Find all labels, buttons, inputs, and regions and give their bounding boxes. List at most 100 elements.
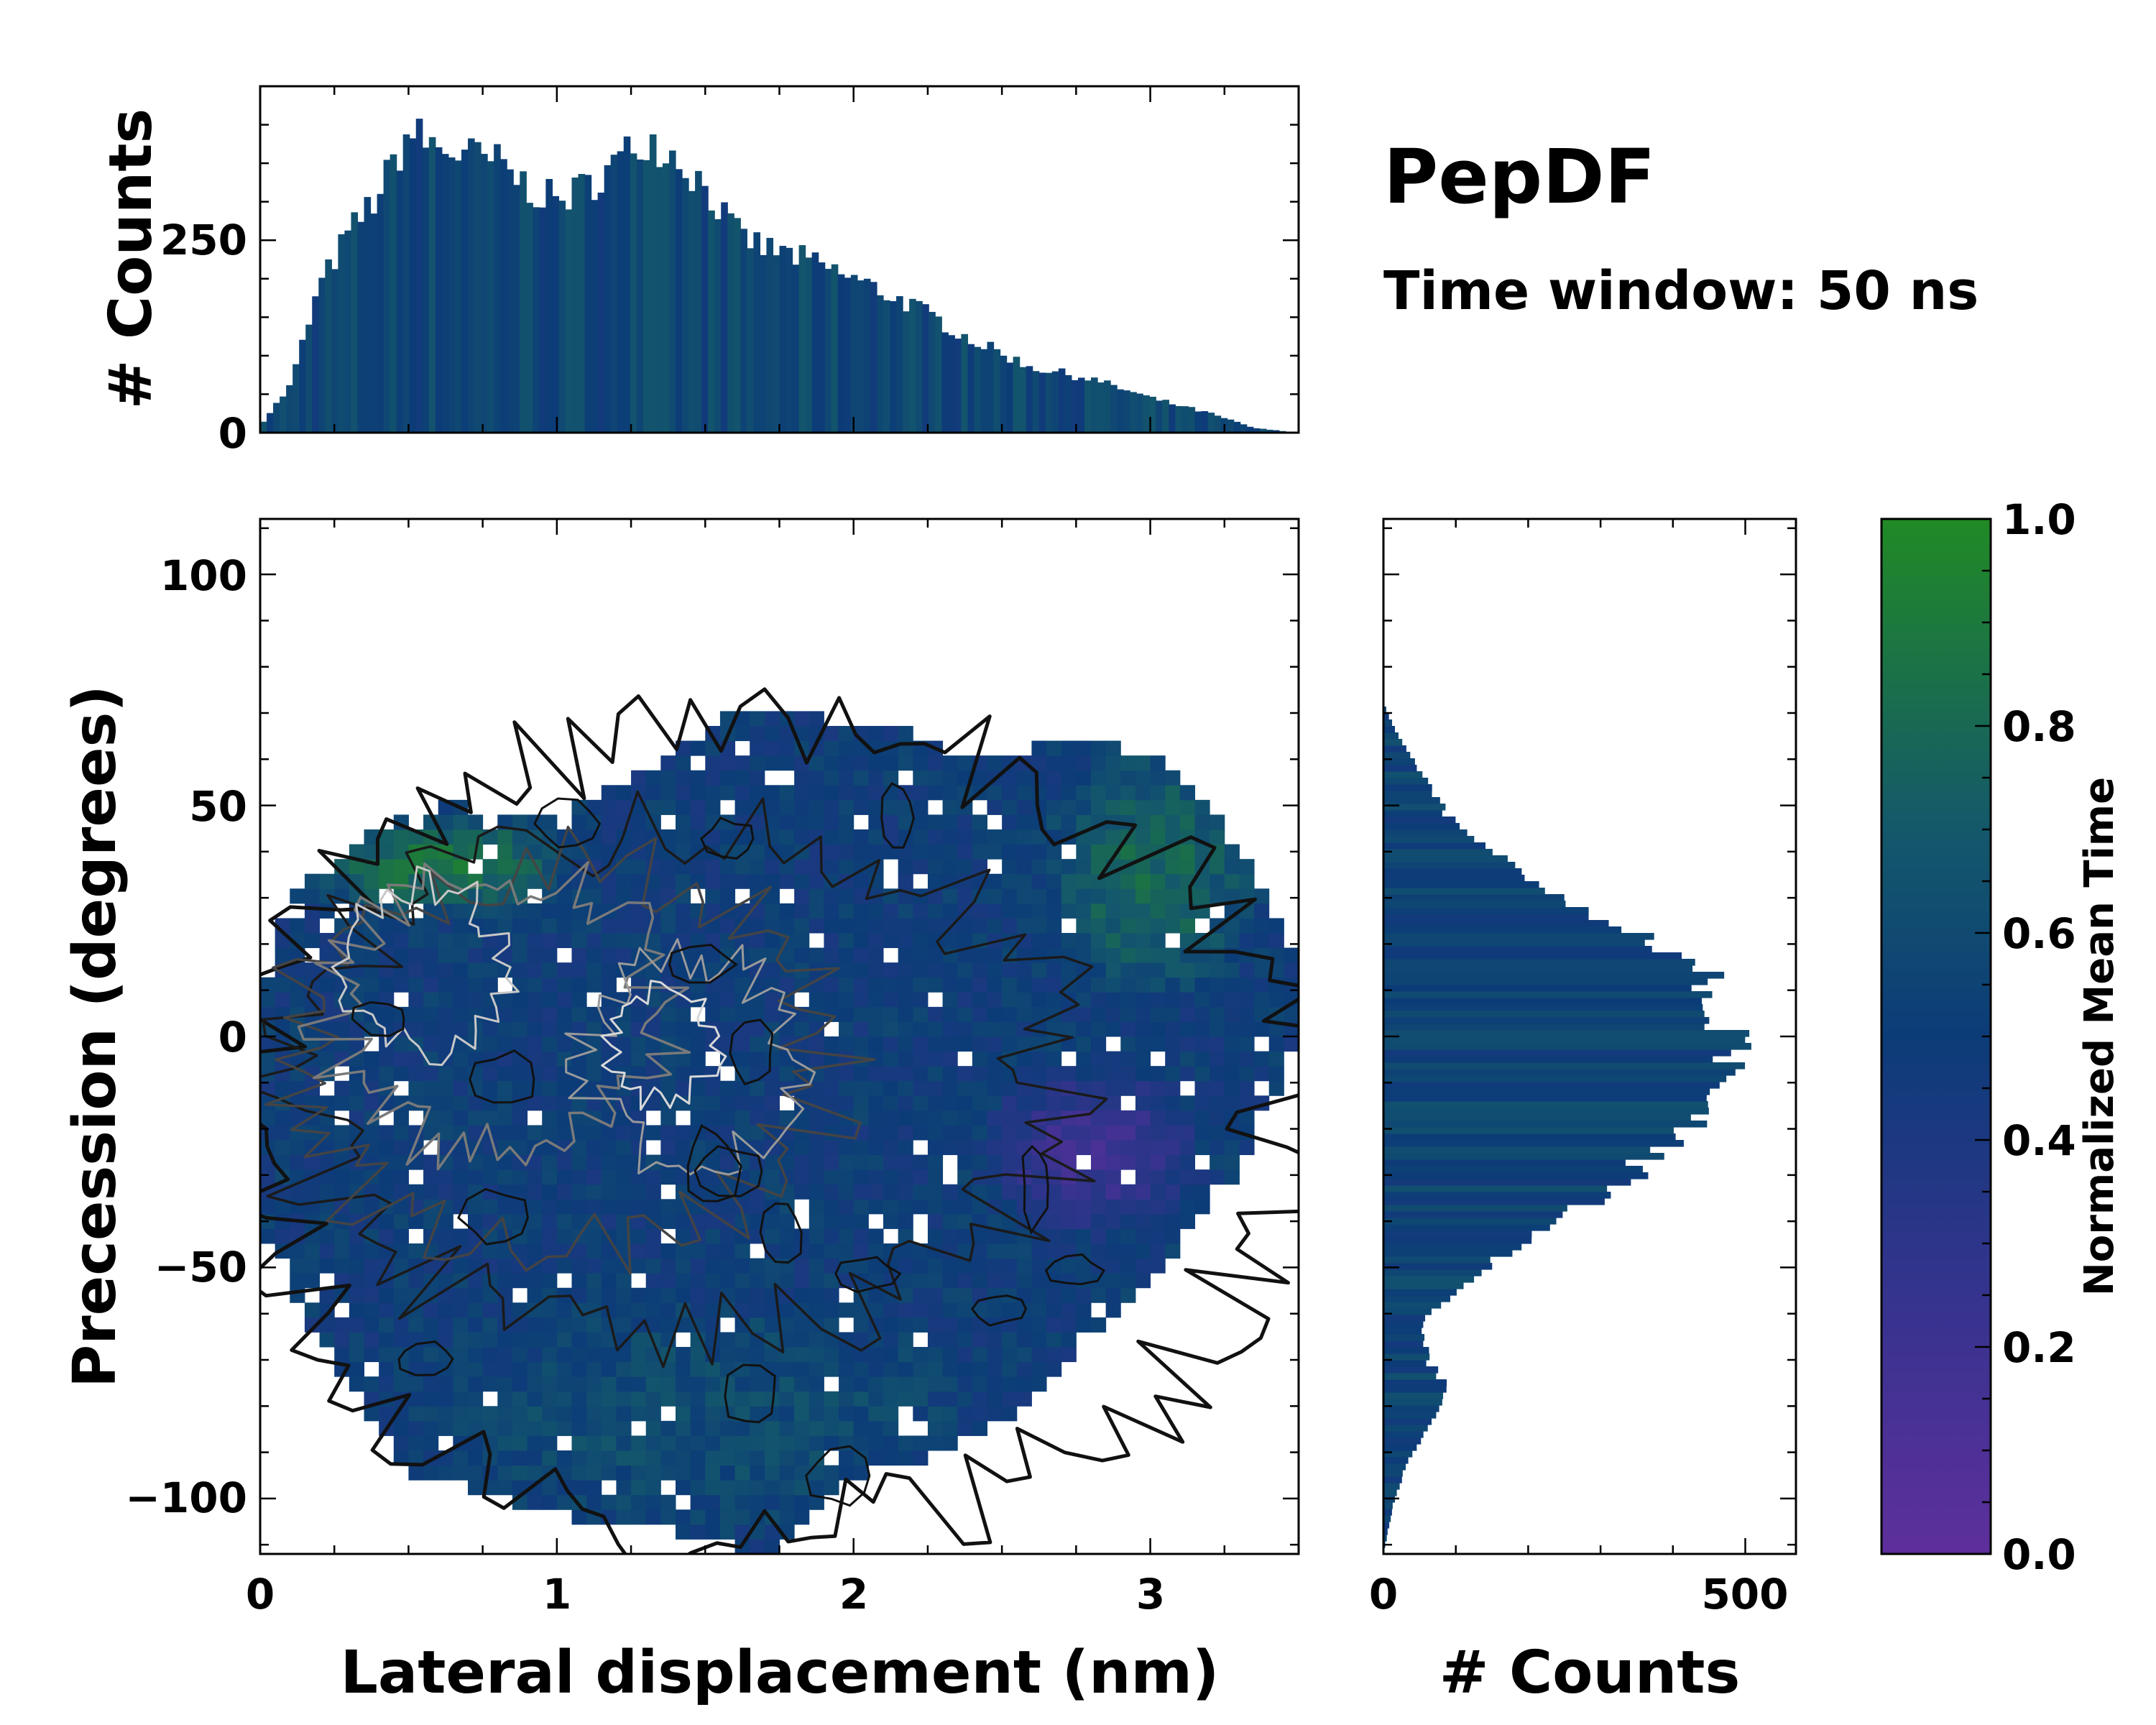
- heatmap-cell: [1105, 1154, 1121, 1170]
- heatmap-cell: [660, 1213, 676, 1229]
- heatmap-cell: [408, 1450, 424, 1466]
- top-hist-bar: [721, 202, 728, 433]
- heatmap-cell: [808, 1228, 824, 1244]
- heatmap-cell: [527, 1095, 543, 1111]
- heatmap-cell: [349, 1361, 364, 1377]
- heatmap-cell: [987, 962, 1003, 978]
- heatmap-cell: [438, 1184, 453, 1200]
- right-hist-bar: [1383, 907, 1589, 914]
- heatmap-cell: [1239, 859, 1255, 875]
- heatmap-cell: [883, 1391, 899, 1407]
- heatmap-cell: [676, 844, 691, 860]
- heatmap-cell: [972, 1361, 987, 1377]
- top-hist-bar: [786, 247, 793, 433]
- heatmap-cell: [556, 1317, 572, 1333]
- heatmap-cell: [1210, 962, 1225, 978]
- heatmap-cell: [824, 1095, 839, 1111]
- heatmap-cell: [868, 992, 884, 1008]
- heatmap-cell: [808, 1287, 824, 1303]
- heatmap-cell: [972, 1095, 987, 1111]
- top-hist-bar: [318, 277, 326, 433]
- heatmap-cell: [512, 1273, 528, 1289]
- heatmap-cell: [423, 1095, 439, 1111]
- heatmap-cell: [1268, 1051, 1284, 1067]
- heatmap-cell: [304, 962, 321, 978]
- heatmap-cell: [927, 918, 944, 934]
- heatmap-cell: [512, 1169, 528, 1185]
- heatmap-cell: [453, 1169, 469, 1185]
- heatmap-cell: [853, 755, 869, 771]
- heatmap-cell: [1165, 888, 1181, 904]
- heatmap-cell: [705, 829, 721, 845]
- top-hist-bar: [1207, 413, 1215, 433]
- heatmap-cell: [1091, 1199, 1107, 1215]
- heatmap-cell: [734, 1051, 750, 1067]
- heatmap-cell: [987, 844, 1003, 860]
- heatmap-cell: [719, 770, 736, 786]
- heatmap-cell: [1046, 918, 1062, 934]
- density-contour: [724, 1363, 776, 1424]
- heatmap-cell: [1165, 1036, 1181, 1052]
- top-hist-bar: [390, 154, 397, 433]
- heatmap-cell: [349, 1258, 364, 1274]
- heatmap-cell: [468, 1213, 484, 1229]
- heatmap-cell: [676, 1420, 691, 1436]
- heatmap-cell: [631, 1465, 647, 1481]
- heatmap-cell: [364, 933, 379, 949]
- heatmap-cell: [942, 1391, 958, 1407]
- top-hist-bar: [766, 237, 774, 433]
- right-hist-bar: [1383, 1535, 1387, 1542]
- heatmap-cell: [601, 1435, 617, 1451]
- heatmap-cell: [853, 785, 869, 801]
- top-hist-bar: [1233, 421, 1241, 433]
- heatmap-cell: [453, 992, 469, 1008]
- top-hist-bar: [649, 134, 657, 433]
- top-hist-bar: [545, 179, 553, 433]
- right-hist-bar: [1383, 1024, 1705, 1031]
- heatmap-cell: [1224, 1006, 1240, 1022]
- heatmap-cell: [1076, 859, 1092, 875]
- heatmap-cell: [913, 1273, 929, 1289]
- heatmap-cell: [571, 1006, 587, 1022]
- heatmap-cell: [1061, 888, 1077, 904]
- heatmap-cell: [468, 1184, 484, 1200]
- right-hist-bar: [1383, 1256, 1491, 1264]
- heatmap-cell: [542, 1213, 558, 1229]
- heatmap-cell: [839, 740, 854, 756]
- heatmap-cell: [824, 1213, 839, 1229]
- heatmap-cell: [423, 1169, 439, 1185]
- heatmap-cell: [927, 1347, 944, 1363]
- heatmap-cell: [719, 1287, 736, 1303]
- heatmap-cell: [527, 1465, 543, 1481]
- heatmap-cell: [423, 1051, 439, 1067]
- heatmap-cell: [586, 1347, 602, 1363]
- heatmap-cell: [779, 1465, 795, 1481]
- heatmap-cell: [527, 977, 543, 993]
- heatmap-cell: [438, 1169, 453, 1185]
- heatmap-cell: [676, 1287, 691, 1303]
- heatmap-cell: [645, 933, 661, 949]
- heatmap-cell: [927, 1199, 944, 1215]
- heatmap-cell: [616, 1184, 632, 1200]
- heatmap-cell: [275, 977, 290, 993]
- heatmap-cell: [1076, 1036, 1092, 1052]
- top-hist-bar: [1117, 389, 1124, 433]
- heatmap-cell: [408, 1420, 424, 1436]
- heatmap-cell: [556, 1302, 572, 1318]
- heatmap-cell: [586, 962, 602, 978]
- heatmap-cell: [379, 1406, 395, 1422]
- heatmap-cell: [482, 1213, 498, 1229]
- heatmap-cell: [1002, 859, 1018, 875]
- heatmap-cell: [1150, 829, 1166, 845]
- heatmap-cell: [1061, 1287, 1077, 1303]
- heatmap-cell: [898, 1258, 913, 1274]
- heatmap-cell: [631, 859, 647, 875]
- top-hist-bar: [507, 169, 514, 433]
- heatmap-cell: [942, 1095, 958, 1111]
- heatmap-cell: [1031, 1332, 1047, 1348]
- heatmap-cell: [719, 1110, 736, 1126]
- heatmap-cell: [1179, 799, 1195, 815]
- heatmap-cell: [898, 1347, 913, 1363]
- heatmap-cell: [601, 1140, 617, 1156]
- heatmap-cell: [883, 1361, 899, 1377]
